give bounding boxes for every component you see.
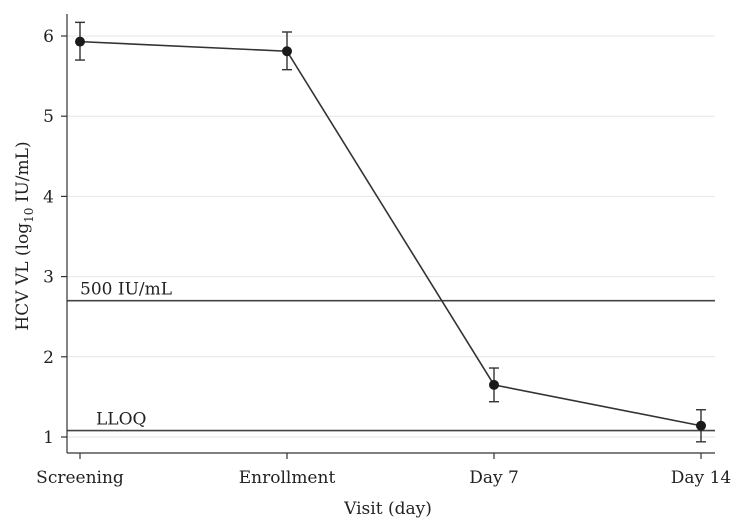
x-axis-title: Visit (day) (343, 499, 432, 519)
data-point-4 (696, 420, 706, 431)
gridlines (67, 35, 715, 438)
x-tick-label-1: Screening (36, 468, 124, 488)
y-tick-label-2: 2 (43, 348, 54, 368)
y-tick-label-6: 6 (43, 27, 54, 47)
series-viral-load (75, 21, 706, 443)
data-point-1 (75, 36, 85, 47)
y-axis-title-tail: IU/mL) (13, 141, 33, 207)
y-axis-title: HCV VL (log10 IU/mL) (13, 141, 36, 330)
y-tick-label-1: 1 (43, 428, 54, 448)
y-axis-title-subscript: 10 (22, 208, 36, 223)
y-ticks: 1 2 3 4 5 6 (43, 27, 67, 448)
reference-label-1: 500 IU/mL (80, 280, 172, 300)
x-tick-label-4: Day 14 (671, 468, 731, 488)
x-ticks: Screening Enrollment Day 7 Day 14 (36, 453, 731, 488)
x-tick-label-3: Day 7 (469, 468, 519, 488)
y-axis-title-main: HCV VL (log (13, 223, 33, 331)
reference-lines: 500 IU/mL LLOQ (67, 280, 715, 432)
data-point-2 (282, 46, 292, 57)
reference-label-2: LLOQ (96, 410, 146, 430)
axes (66, 14, 715, 454)
x-tick-label-2: Enrollment (239, 468, 336, 488)
series-line-1 (79, 40, 702, 427)
data-point-3 (489, 379, 499, 390)
y-tick-label-5: 5 (43, 107, 54, 127)
y-tick-label-3: 3 (43, 268, 54, 288)
y-tick-label-4: 4 (43, 187, 54, 207)
